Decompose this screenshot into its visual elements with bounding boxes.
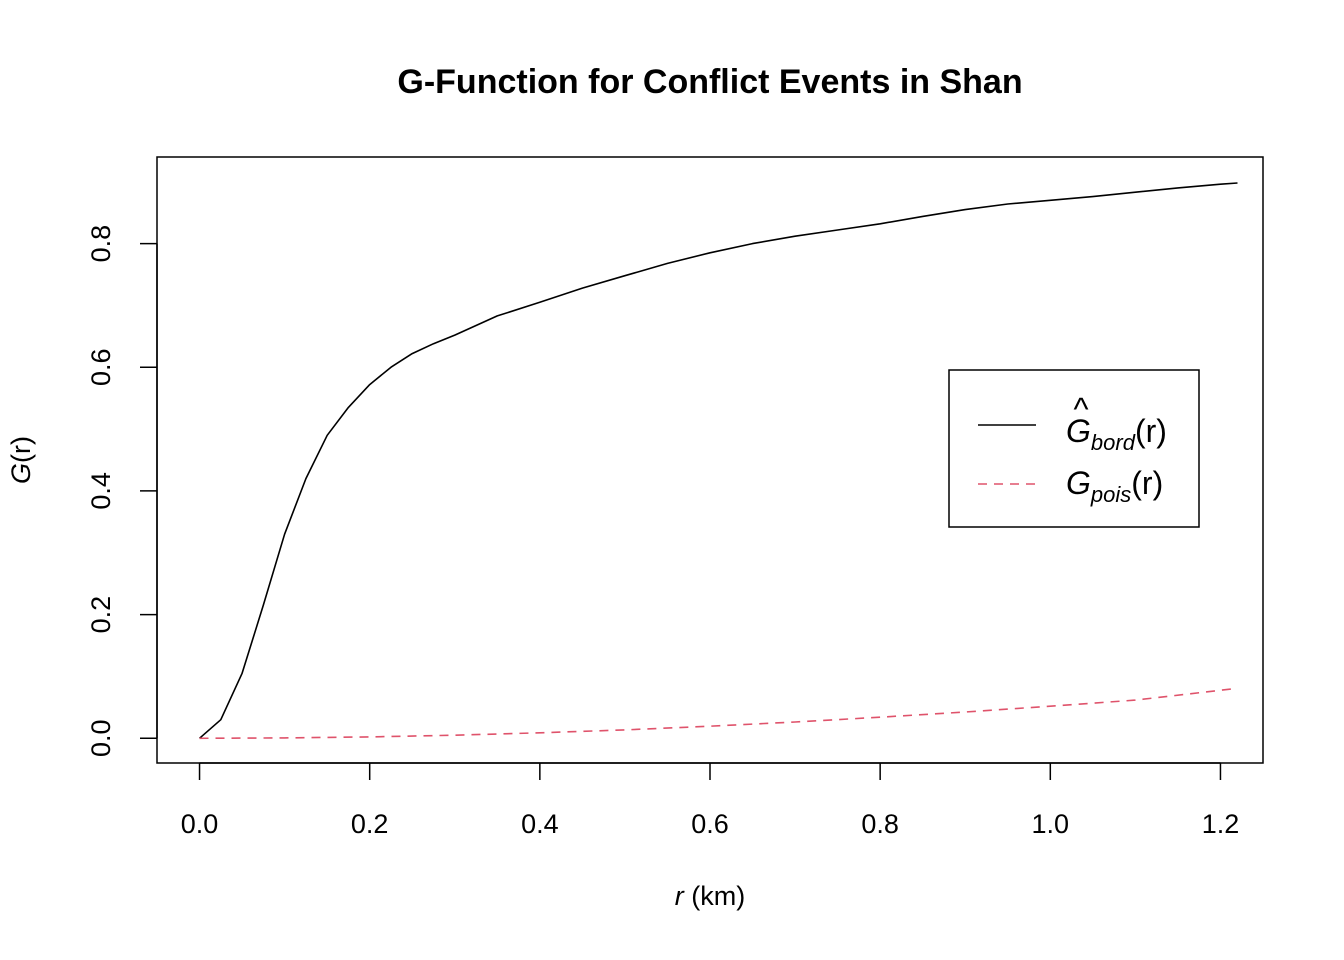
x-tick-label: 0.6	[691, 809, 729, 839]
y-tick-label: 0.8	[86, 225, 116, 263]
y-axis-label: G(r)	[6, 436, 36, 484]
x-axis-label-unit: (km)	[684, 881, 745, 911]
y-tick-label: 0.2	[86, 596, 116, 634]
x-tick-label: 1.0	[1032, 809, 1070, 839]
series-layer	[198, 182, 1238, 740]
x-tick-label: 0.0	[181, 809, 219, 839]
y-axis-label-var: G	[6, 463, 36, 484]
legend-label-bord: Gbord(r)	[1066, 413, 1167, 455]
chart-title: G-Function for Conflict Events in Shan	[397, 63, 1022, 101]
legend-box	[948, 369, 1200, 528]
x-tick-label: 0.4	[521, 809, 559, 839]
y-tick-label: 0.4	[86, 472, 116, 510]
x-axis-label-var: r	[675, 881, 685, 911]
y-tick-label: 0.0	[86, 719, 116, 757]
x-axis: 0.0 0.2 0.4 0.6 0.8 1.0 1.2	[181, 762, 1240, 839]
x-tick-label: 0.8	[861, 809, 899, 839]
y-axis-label-arg: (r)	[6, 436, 36, 463]
legend-hat-bord: ^	[1073, 391, 1088, 427]
series-line-g-pois	[199, 687, 1238, 740]
x-axis-label: r (km)	[675, 881, 745, 911]
y-tick-label: 0.6	[86, 348, 116, 386]
x-tick-label: 0.2	[351, 809, 389, 839]
legend: ^ Gbord(r) Gpois(r)	[948, 369, 1200, 528]
x-tick-label: 1.2	[1202, 809, 1240, 839]
series-line-g-bord	[198, 182, 1238, 739]
y-axis: 0.0 0.2 0.4 0.6 0.8	[86, 225, 158, 757]
legend-label-pois: Gpois(r)	[1066, 465, 1163, 507]
